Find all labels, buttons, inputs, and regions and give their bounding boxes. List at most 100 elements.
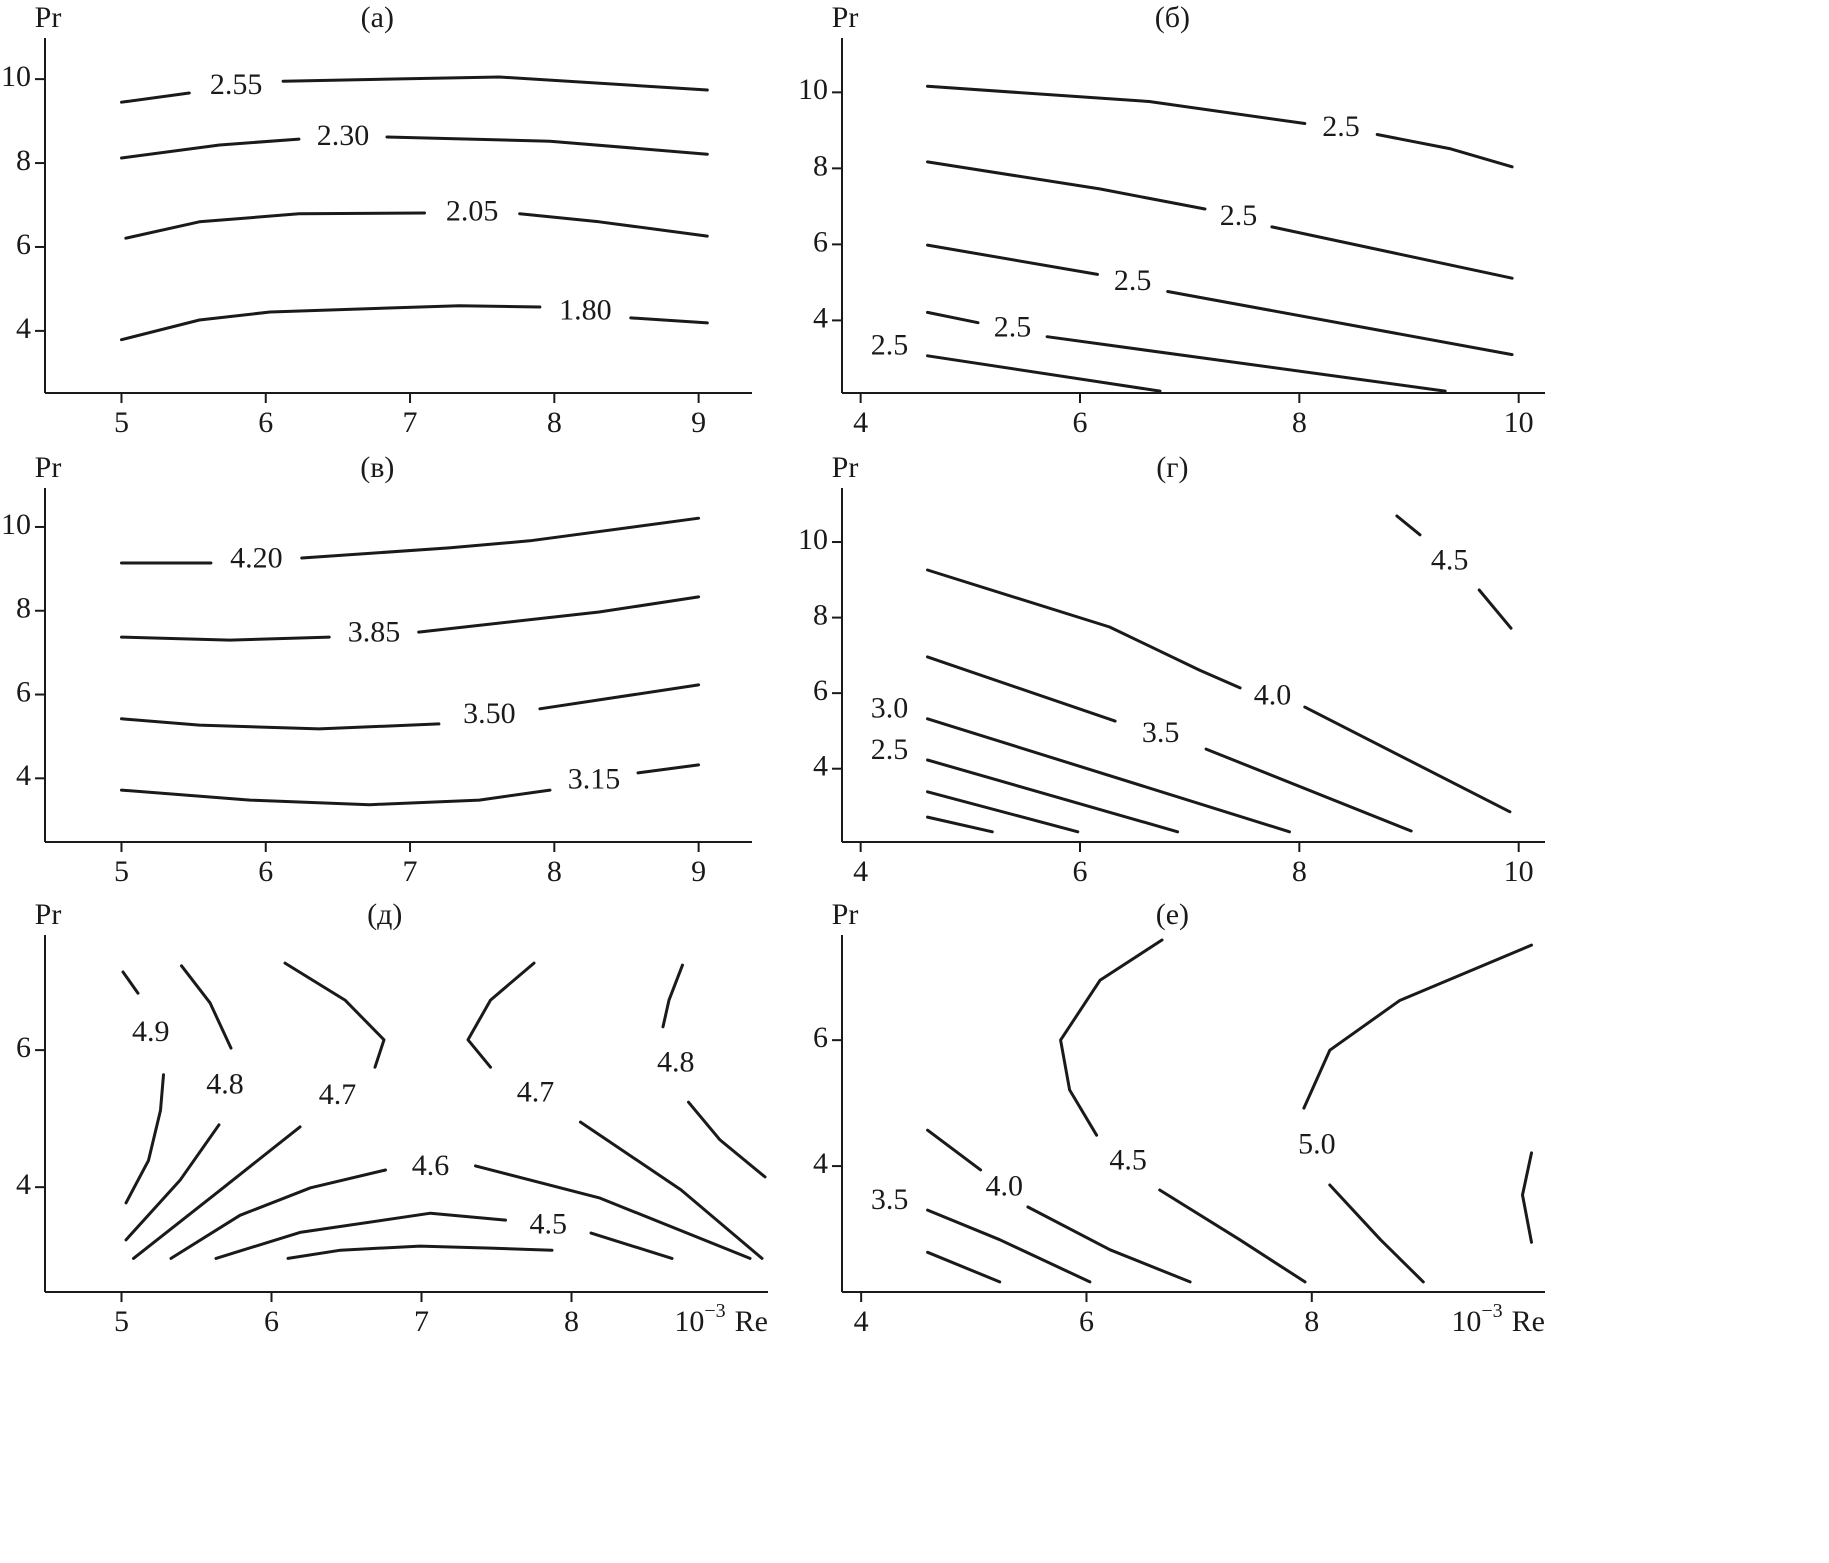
panel-title: (г) [1156,451,1188,484]
x-tick-label: 6 [264,1305,279,1338]
y-tick-label: 4 [813,750,828,783]
contour-label: 2.5 [994,311,1032,344]
y-axis-label: Pr [832,451,859,484]
contour-line [120,763,701,807]
contour-line [926,243,1514,357]
y-tick-label: 6 [16,1031,31,1064]
y-tick-label: 8 [16,144,31,177]
panel-title: (в) [360,451,394,484]
contour-label: 4.8 [206,1067,244,1100]
y-axis-label: Pr [35,451,62,484]
panel-title: (е) [1156,898,1189,931]
x-tick-label: 9 [691,406,706,439]
contour-label: 4.8 [657,1045,695,1078]
contour-line [214,1211,674,1260]
x-tick-label: 6 [258,406,273,439]
contour-label: 4.5 [530,1207,568,1240]
contour-line [466,961,764,1260]
x-tick-label: 5 [114,855,129,888]
contour-label: 3.50 [463,697,516,730]
y-tick-label: 4 [16,312,31,345]
contour-label: 4.20 [230,541,283,574]
x-tick-label: 5 [114,1305,129,1338]
x-label-exponent: −3 [704,1300,725,1322]
contour-line [926,568,1512,814]
y-tick-label: 4 [813,1147,828,1180]
contour-line [120,595,701,642]
y-tick-label: 8 [813,149,828,182]
x-tick-label: 6 [1072,855,1087,888]
x-tick-label: 8 [564,1305,579,1338]
y-axis-label: Pr [35,898,62,931]
contour-line [926,815,994,834]
contour-label: 4.0 [985,1169,1023,1202]
contour-line [120,135,709,160]
x-tick-label: 5 [114,406,129,439]
contour-line [926,655,1413,833]
y-axis-label: Pr [35,1,62,34]
x-axis-label: 10−3 Re [674,1300,768,1338]
contour-line [120,516,701,565]
contour-label: 4.9 [132,1015,170,1048]
contour-label: 4.7 [517,1076,555,1109]
x-tick-label: 8 [1304,1305,1319,1338]
x-tick-label: 4 [854,1305,869,1338]
contour-label: 4.5 [1109,1144,1147,1177]
contour-line [926,160,1514,280]
x-tick-label: 10 [1504,406,1534,439]
contour-line [120,75,709,104]
contour-line [661,963,767,1179]
y-tick-label: 6 [16,675,31,708]
y-tick-label: 10 [1,60,31,93]
x-tick-label: 6 [1079,1305,1094,1338]
contour-label: 3.15 [568,762,621,795]
contour-line [926,1250,1002,1284]
contour-line [926,84,1514,169]
contour-label: 2.5 [1322,110,1360,143]
y-tick-label: 4 [16,759,31,792]
contour-line [1395,514,1513,630]
x-tick-label: 6 [258,855,273,888]
x-tick-label: 8 [1292,406,1307,439]
x-tick-label: 7 [403,855,418,888]
contour-line [124,964,233,1242]
x-label-exponent: −3 [1481,1300,1502,1322]
contour-label: 2.30 [317,119,370,152]
contour-label: 3.5 [871,1183,909,1216]
x-label-unit: Re [1512,1305,1545,1338]
x-label-base: 10 [1451,1305,1481,1338]
contour-line [926,717,1291,834]
y-axis-label: Pr [832,1,859,34]
contour-line [1521,1151,1533,1244]
x-label-base: 10 [674,1305,704,1338]
contour-line [120,304,709,342]
contour-line [1059,938,1307,1284]
contour-label: 2.55 [210,68,263,101]
x-tick-label: 8 [547,855,562,888]
contour-line [926,790,1080,834]
x-axis-label: 10−3 Re [1451,1300,1545,1338]
contour-label: 2.05 [446,194,499,227]
panel-title: (б) [1155,1,1190,34]
contour-label: 4.5 [1431,543,1469,576]
x-tick-label: 8 [1292,855,1307,888]
x-tick-label: 6 [1072,406,1087,439]
contour-line [926,758,1180,834]
y-tick-label: 4 [813,301,828,334]
contour-label: 1.80 [559,293,612,326]
contour-line [926,354,1162,393]
contour-label: 2.5 [1114,264,1152,297]
y-tick-label: 10 [798,523,828,556]
y-tick-label: 6 [16,228,31,261]
x-tick-label: 7 [403,406,418,439]
x-tick-label: 8 [547,406,562,439]
contour-label: 2.5 [871,329,909,362]
contour-line [926,310,1447,393]
x-tick-label: 10 [1504,855,1534,888]
x-label-unit: Re [735,1305,768,1338]
contour-label: 3.85 [348,616,401,649]
contour-line [926,1128,1192,1284]
y-axis-label: Pr [832,898,859,931]
panel-title: (д) [367,898,402,931]
